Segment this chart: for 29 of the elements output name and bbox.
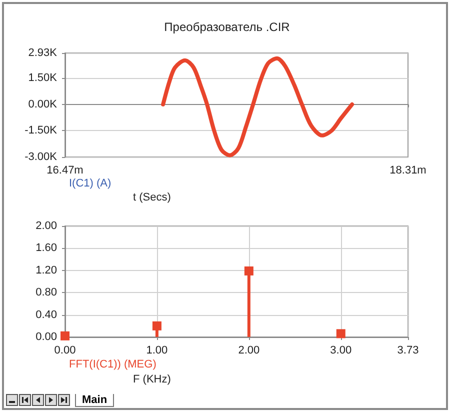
x-tick-label: 3.73 bbox=[397, 344, 419, 356]
y-tick-label: 0.40 bbox=[36, 308, 57, 321]
y-tick-label: 1.50K bbox=[28, 72, 58, 84]
x-tick-label: 0.00 bbox=[54, 344, 76, 356]
y-tick-label: 0.00 bbox=[36, 331, 57, 343]
x-tick-label: 1.00 bbox=[146, 344, 168, 356]
line-series bbox=[161, 56, 354, 158]
x-tick-label: 3.00 bbox=[330, 344, 352, 356]
y-tick-label: -1.50K bbox=[24, 124, 58, 137]
y-tick-label: 0.80 bbox=[36, 286, 57, 299]
y-tick-label: 2.93K bbox=[28, 47, 58, 59]
text: Main bbox=[75, 394, 114, 406]
chart-title: Преобразователь .CIR bbox=[164, 20, 290, 34]
point bbox=[244, 266, 254, 276]
y-tick-label: 1.60 bbox=[36, 242, 57, 254]
x-axis-title: t (Secs) bbox=[133, 192, 171, 204]
y-tick-label: 0.00K bbox=[28, 98, 58, 110]
y-tick-label: 1.20 bbox=[36, 264, 57, 276]
point bbox=[336, 329, 346, 338]
x-axis-title: F (KHz) bbox=[133, 374, 171, 386]
x-tick-label: 18.31m bbox=[390, 164, 426, 176]
point bbox=[152, 321, 162, 330]
text: FFT(I(C1)) (MEG) bbox=[69, 358, 156, 370]
point bbox=[60, 331, 70, 340]
x-tick-label: 2.00 bbox=[238, 344, 260, 356]
x-tick-label: 16.47m bbox=[46, 164, 84, 176]
y-tick-label: -3.00K bbox=[24, 151, 58, 163]
y-tick-label: 2.00 bbox=[36, 220, 57, 232]
text: I(C1) (A) bbox=[69, 178, 112, 190]
